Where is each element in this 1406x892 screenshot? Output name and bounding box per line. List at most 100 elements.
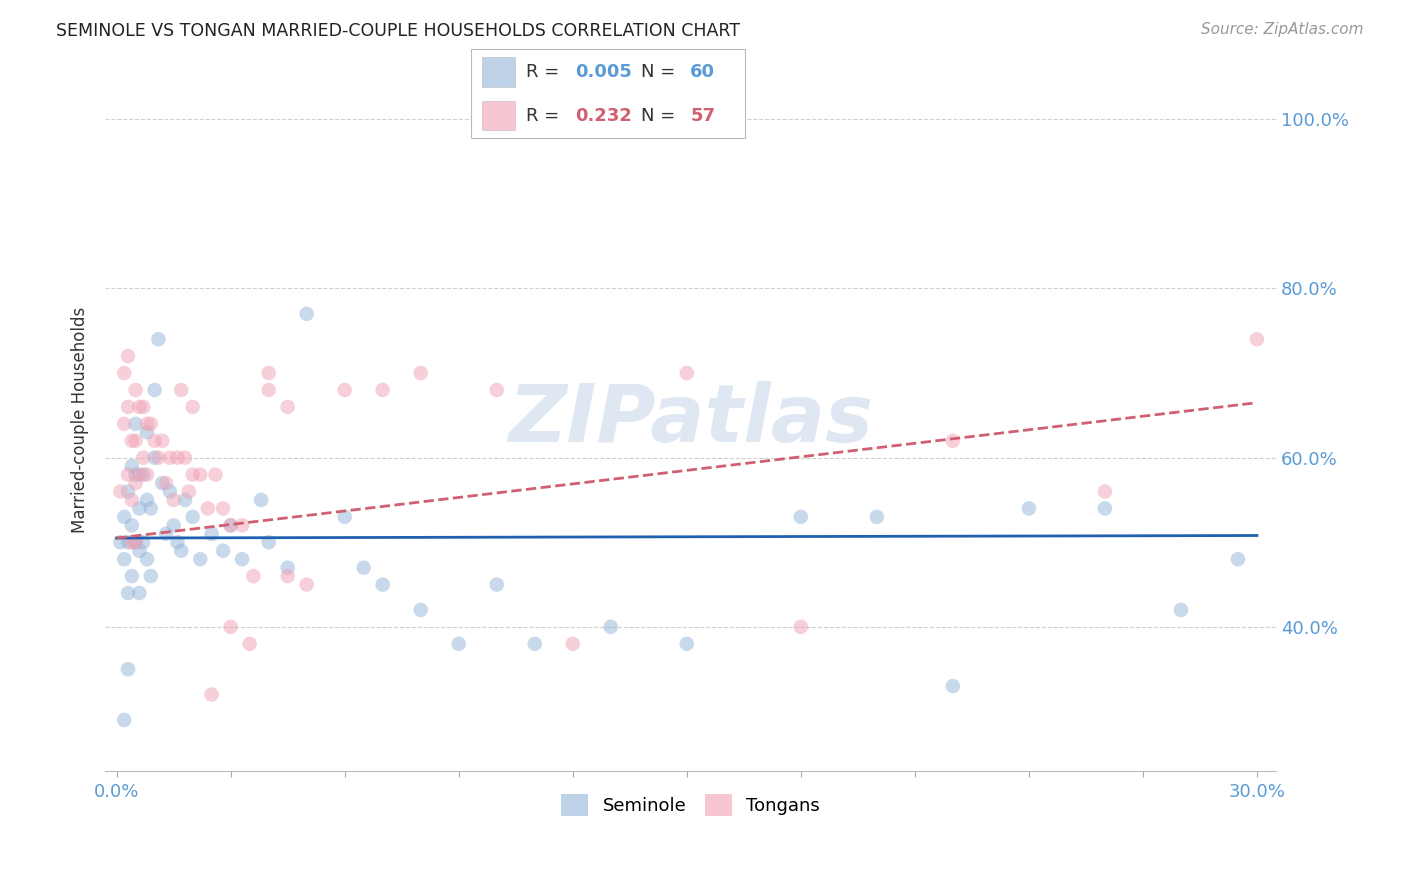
- Point: [112, 366, 135, 380]
- Point: [136, 417, 159, 431]
- Point: [117, 349, 139, 363]
- Point: [143, 383, 166, 397]
- Point: [485, 577, 508, 591]
- Text: ZIPatlas: ZIPatlas: [508, 381, 873, 458]
- Point: [150, 434, 173, 448]
- Point: [136, 467, 159, 482]
- Point: [790, 509, 813, 524]
- Point: [121, 459, 143, 474]
- Point: [124, 434, 146, 448]
- Point: [197, 501, 219, 516]
- Point: [177, 484, 200, 499]
- Point: [139, 417, 162, 431]
- Point: [155, 476, 177, 491]
- Point: [117, 467, 139, 482]
- Point: [143, 434, 166, 448]
- Point: [1018, 501, 1040, 516]
- Point: [277, 569, 299, 583]
- Point: [148, 450, 170, 465]
- Point: [143, 450, 166, 465]
- Point: [162, 518, 184, 533]
- Point: [277, 400, 299, 414]
- Point: [110, 484, 132, 499]
- Point: [121, 518, 143, 533]
- Point: [675, 637, 697, 651]
- Text: SEMINOLE VS TONGAN MARRIED-COUPLE HOUSEHOLDS CORRELATION CHART: SEMINOLE VS TONGAN MARRIED-COUPLE HOUSEH…: [56, 22, 740, 40]
- Point: [599, 620, 621, 634]
- Point: [188, 467, 211, 482]
- Point: [181, 400, 204, 414]
- Point: [117, 484, 139, 499]
- Point: [132, 535, 155, 549]
- Point: [201, 688, 224, 702]
- Point: [1094, 501, 1116, 516]
- Point: [942, 679, 965, 693]
- Point: [181, 467, 204, 482]
- Point: [485, 383, 508, 397]
- Point: [159, 450, 181, 465]
- Point: [277, 560, 299, 574]
- Point: [128, 400, 150, 414]
- Point: [866, 509, 889, 524]
- Point: [174, 450, 197, 465]
- Point: [124, 535, 146, 549]
- Point: [231, 552, 253, 566]
- Point: [250, 493, 273, 508]
- Point: [162, 493, 184, 508]
- Point: [561, 637, 583, 651]
- Point: [124, 535, 146, 549]
- Point: [188, 552, 211, 566]
- FancyBboxPatch shape: [482, 57, 515, 87]
- Point: [112, 713, 135, 727]
- Point: [136, 493, 159, 508]
- Text: 60: 60: [690, 62, 716, 81]
- Point: [212, 501, 235, 516]
- Text: 57: 57: [690, 106, 716, 125]
- Point: [201, 526, 224, 541]
- Point: [371, 383, 394, 397]
- Point: [112, 552, 135, 566]
- Point: [128, 501, 150, 516]
- Point: [295, 307, 318, 321]
- Point: [148, 332, 170, 346]
- Point: [333, 383, 356, 397]
- Point: [242, 569, 264, 583]
- Point: [110, 535, 132, 549]
- Point: [166, 450, 188, 465]
- Point: [136, 425, 159, 440]
- Point: [124, 383, 146, 397]
- Point: [523, 637, 546, 651]
- Point: [239, 637, 262, 651]
- Point: [1094, 484, 1116, 499]
- Y-axis label: Married-couple Households: Married-couple Households: [72, 307, 89, 533]
- Point: [112, 509, 135, 524]
- Legend: Seminole, Tongans: Seminole, Tongans: [553, 785, 830, 825]
- Text: Source: ZipAtlas.com: Source: ZipAtlas.com: [1201, 22, 1364, 37]
- Point: [231, 518, 253, 533]
- Point: [181, 509, 204, 524]
- Point: [447, 637, 470, 651]
- Text: R =: R =: [526, 106, 565, 125]
- Point: [121, 493, 143, 508]
- Point: [136, 552, 159, 566]
- Point: [117, 400, 139, 414]
- Point: [409, 366, 432, 380]
- Point: [371, 577, 394, 591]
- Point: [132, 450, 155, 465]
- Point: [1170, 603, 1192, 617]
- Point: [353, 560, 375, 574]
- Point: [219, 620, 242, 634]
- Point: [132, 467, 155, 482]
- Point: [257, 366, 280, 380]
- Point: [295, 577, 318, 591]
- Point: [1226, 552, 1249, 566]
- Point: [166, 535, 188, 549]
- Text: 0.005: 0.005: [575, 62, 633, 81]
- Point: [128, 586, 150, 600]
- Point: [124, 467, 146, 482]
- FancyBboxPatch shape: [482, 101, 515, 130]
- Point: [139, 569, 162, 583]
- Point: [170, 383, 193, 397]
- Point: [121, 434, 143, 448]
- Text: R =: R =: [526, 62, 565, 81]
